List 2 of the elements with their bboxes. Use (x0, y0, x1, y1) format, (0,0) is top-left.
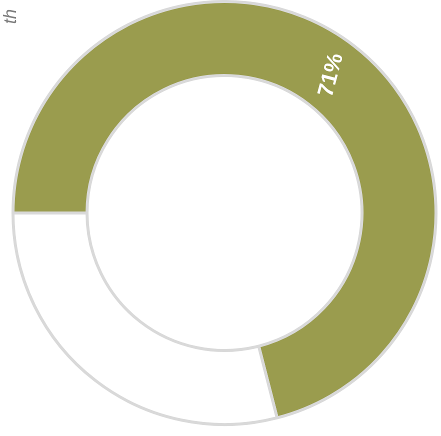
text: th (0, 8, 21, 24)
data-label: 71% (312, 50, 348, 100)
